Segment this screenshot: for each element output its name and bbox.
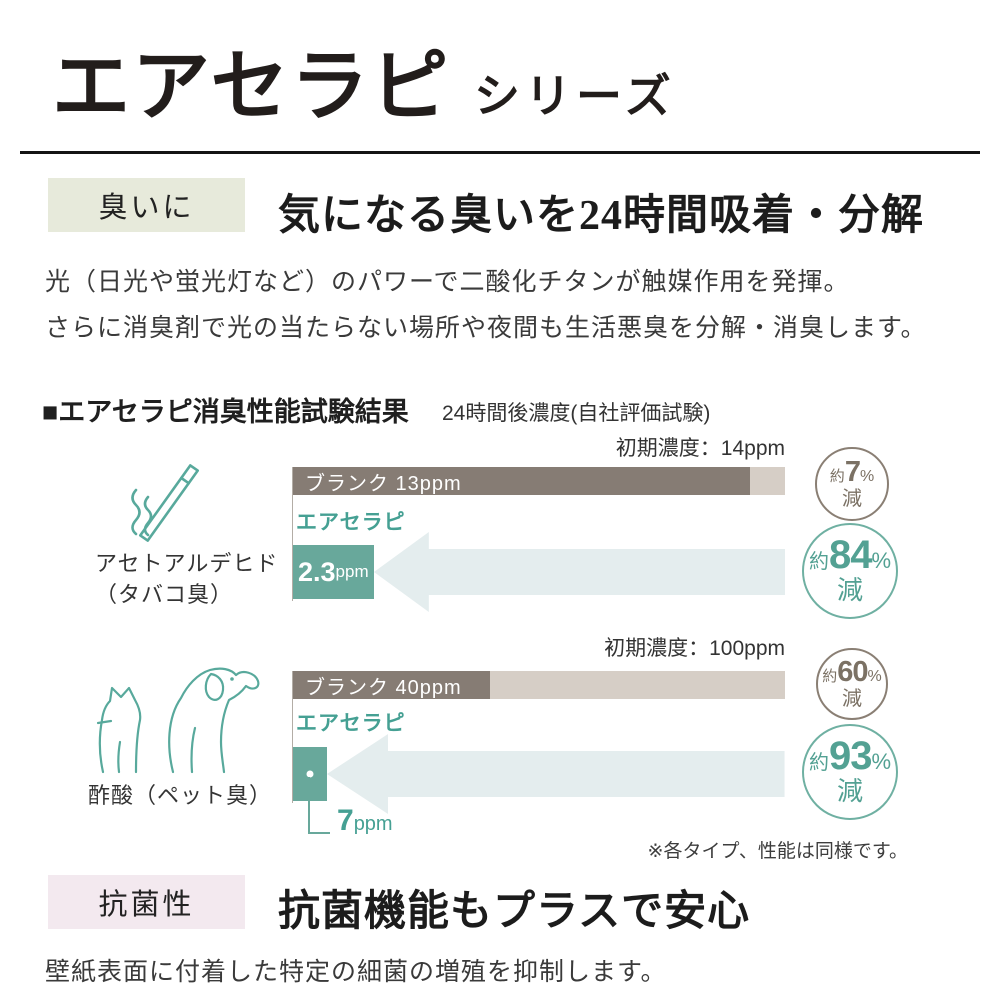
product-label: エアセラピ <box>296 511 406 534</box>
reduction-arrow-icon <box>327 734 785 814</box>
reduction-number: 60 <box>837 655 868 688</box>
value-callout-line <box>308 777 330 834</box>
product-reduction-circle: 約 93% 減 <box>802 724 898 820</box>
value-callout: 7ppm <box>337 804 393 838</box>
reduction-down: 減 <box>836 776 863 807</box>
title-divider <box>20 151 980 154</box>
chart-acetic-acid: 初期濃度：100ppm ブランク 40ppm エアセラピ 7ppm 約 60% 減… <box>292 630 898 862</box>
reduction-percent: % <box>867 667 882 685</box>
odor-body-line: さらに消臭剤で光の当たらない場所や夜間も生活悪臭を分解・消臭します。 <box>45 315 927 342</box>
product-value: 2.3 <box>298 556 336 587</box>
product-bar: 2.3 ppm <box>293 545 374 599</box>
reduction-about: 約 <box>822 667 838 685</box>
reduction-down: 減 <box>842 687 862 710</box>
reduction-number: 7 <box>844 455 861 488</box>
antibacterial-body: 壁紙表面に付着した特定の細菌の増殖を抑制します。 <box>45 959 667 986</box>
reduction-about: 約 <box>808 752 829 775</box>
odor-headline: 気になる臭いを24時間吸着・分解 <box>278 193 925 239</box>
blank-reduction-circle: 約 7% 減 <box>815 447 889 521</box>
initial-concentration-label: 初期濃度：100ppm <box>604 637 785 660</box>
chart-item-label: アセトアルデヒド <box>95 551 279 576</box>
blank-bar-label: ブランク 40ppm <box>305 676 462 699</box>
antibacterial-badge: 抗菌性 <box>48 875 245 929</box>
chart-acetaldehyde: 初期濃度：14ppm ブランク 13ppm エアセラピ 2.3 ppm 約 7% 減… <box>292 430 898 626</box>
blank-bar-track: ブランク 13ppm <box>293 467 785 495</box>
blank-bar-label: ブランク 13ppm <box>305 472 462 495</box>
chart-item-label: 酢酸（ペット臭） <box>88 783 273 808</box>
page-title: エアセラピ <box>52 42 451 130</box>
blank-reduction-circle: 約 60% 減 <box>816 648 888 720</box>
reduction-down: 減 <box>836 575 863 606</box>
product-value-unit: ppm <box>353 813 393 835</box>
deodorize-results-heading: ■エアセラピ消臭性能試験結果 <box>42 397 409 427</box>
reduction-number: 93 <box>828 734 872 779</box>
results-heading-note: 24時間後濃度(自社評価試験) <box>442 402 711 425</box>
page-subtitle: シリーズ <box>474 70 676 122</box>
product-row <box>293 734 785 814</box>
odor-body-line: 光（日光や蛍光灯など）のパワーで二酸化チタンが触媒作用を発揮。 <box>45 269 850 296</box>
product-reduction-circle: 約 84% 減 <box>802 523 898 619</box>
reduction-percent: % <box>859 467 875 485</box>
odor-badge: 臭いに <box>48 178 245 232</box>
reduction-arrow-icon <box>373 532 785 612</box>
product-row: 2.3 ppm <box>293 532 785 612</box>
chart-item-label: （タバコ臭） <box>95 582 234 607</box>
blank-bar-fill: ブランク 40ppm <box>293 671 490 699</box>
reduction-about: 約 <box>829 467 845 485</box>
reduction-number: 84 <box>828 533 872 578</box>
product-label: エアセラピ <box>296 712 406 735</box>
charts-footnote: ※各タイプ、性能は同様です。 <box>647 841 908 862</box>
axis-line <box>292 671 293 803</box>
blank-bar-track: ブランク 40ppm <box>293 671 785 699</box>
initial-concentration-label: 初期濃度：14ppm <box>615 437 785 460</box>
product-bar <box>293 747 328 801</box>
reduction-percent: % <box>871 548 892 574</box>
axis-line <box>292 467 293 601</box>
product-value-unit: ppm <box>335 562 369 581</box>
reduction-about: 約 <box>808 551 829 574</box>
callout-dot <box>306 770 314 778</box>
pets-icon <box>96 667 260 774</box>
blank-bar-fill: ブランク 13ppm <box>293 467 750 495</box>
cigarette-icon <box>131 464 199 542</box>
reduction-percent: % <box>871 749 892 775</box>
antibacterial-headline: 抗菌機能もプラスで安心 <box>278 889 751 935</box>
product-value: 7 <box>337 804 354 837</box>
reduction-down: 減 <box>842 487 862 510</box>
